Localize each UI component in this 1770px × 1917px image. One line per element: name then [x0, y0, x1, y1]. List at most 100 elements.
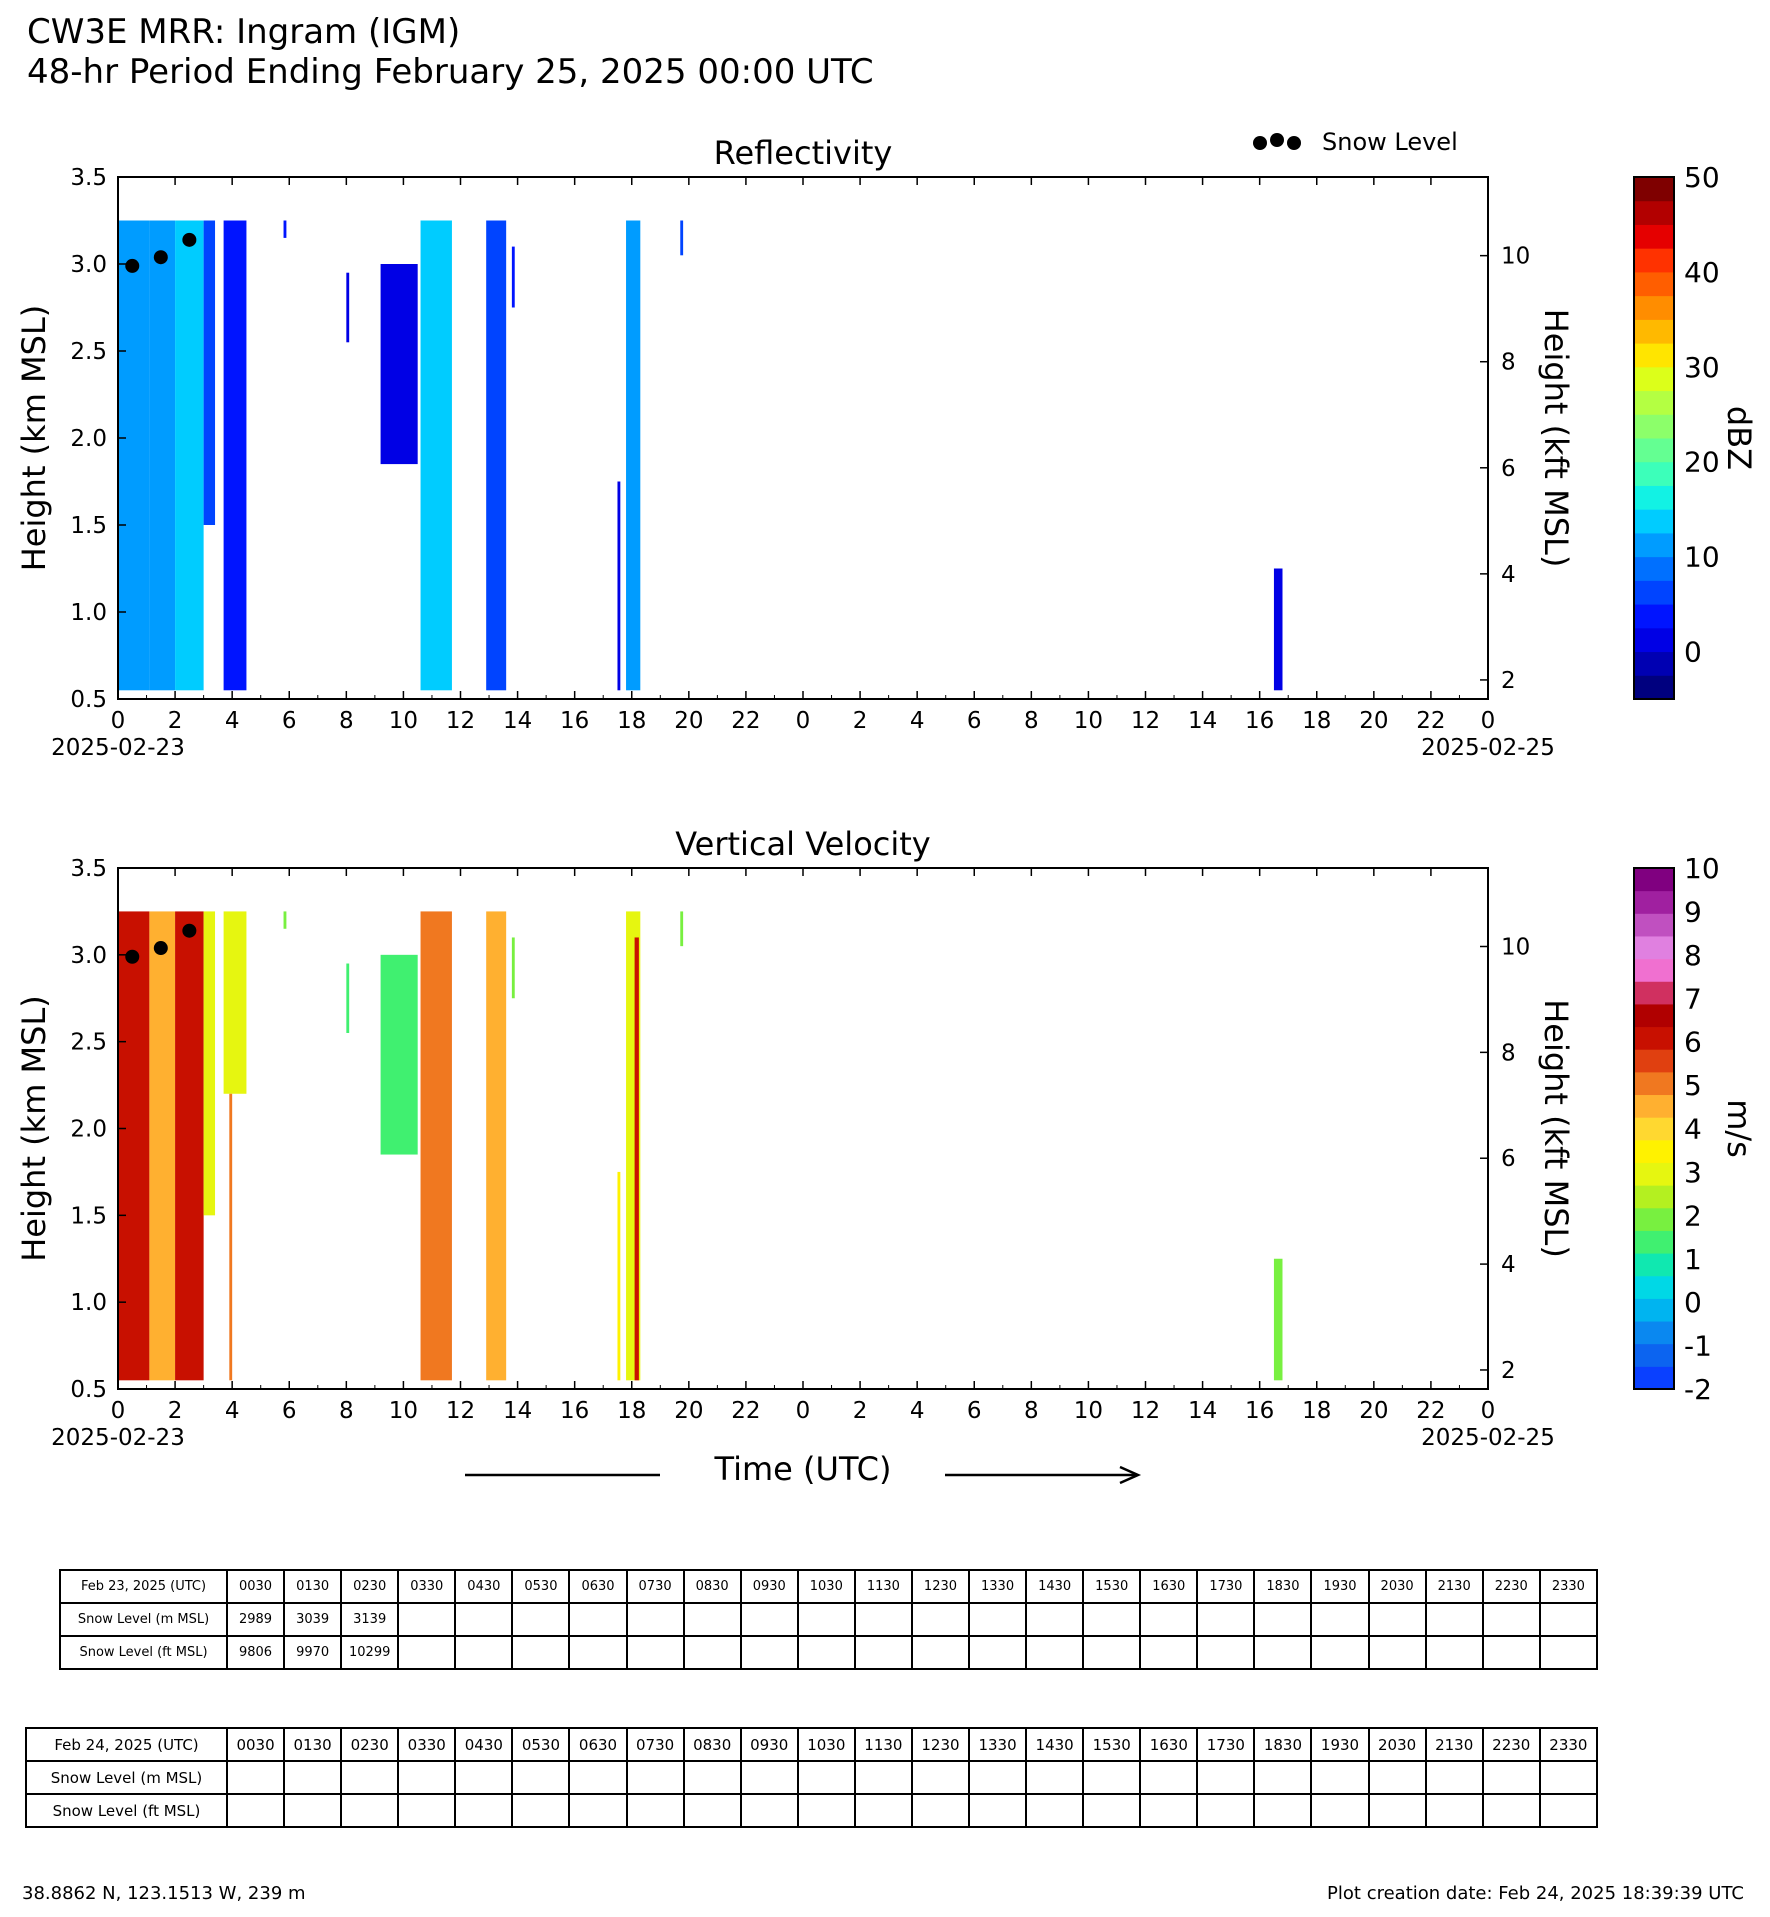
table-cell — [1310, 1635, 1370, 1670]
y-tick-label: 3.5 — [70, 856, 107, 882]
colorbar-frame — [1633, 867, 1675, 1390]
colorbar-segment — [1634, 1003, 1674, 1028]
colorbar-segment — [1634, 271, 1674, 297]
snow-level-table-day2: Feb 24, 2025 (UTC) 0030 0130 0230 0330 0430 05… — [25, 1727, 1599, 1828]
table-cell — [625, 1602, 685, 1637]
echo-column — [617, 1171, 621, 1381]
echo-column — [1273, 568, 1283, 691]
table-cell: 9970 — [283, 1635, 343, 1670]
table-cell: 1730 — [1196, 1727, 1256, 1762]
table-cell: 1530 — [1082, 1569, 1142, 1604]
x-tick-label: 8 — [1024, 1398, 1039, 1424]
table-cell — [454, 1793, 514, 1828]
table-cell — [568, 1635, 628, 1670]
echo-column — [223, 911, 247, 1094]
table-row: Snow Level (m MSL) 2989 3039 3139 — [59, 1602, 1599, 1637]
colorbar-label: dBZ — [1720, 406, 1758, 470]
table-cell — [340, 1793, 400, 1828]
x-tick-label: 20 — [674, 708, 703, 734]
colorbar-segment — [1634, 532, 1674, 558]
snow-level-point — [153, 250, 168, 265]
table-cell — [1310, 1602, 1370, 1637]
table-cell: 1630 — [1139, 1727, 1199, 1762]
table-cell: 0730 — [625, 1569, 685, 1604]
colorbar-segment — [1634, 1071, 1674, 1096]
echo-column — [223, 220, 247, 691]
table-cell — [1310, 1760, 1370, 1795]
table-cell: 9806 — [225, 1635, 286, 1670]
colorbar-tick-label: 1 — [1684, 1243, 1702, 1276]
x-start-date: 2025-02-23 — [51, 1425, 185, 1451]
colorbar-segment — [1634, 1185, 1674, 1209]
colorbar-segment — [1634, 1275, 1674, 1299]
table-cell — [625, 1793, 685, 1828]
colorbar-segment — [1634, 868, 1674, 892]
x-tick-label: 22 — [731, 1398, 760, 1424]
x-tick-label: 16 — [1245, 1398, 1274, 1424]
x-tick-label: 14 — [1188, 1398, 1217, 1424]
snow-level-point — [125, 949, 140, 964]
time-arrow-head — [1119, 1465, 1142, 1485]
colorbar-label: m/s — [1720, 1099, 1758, 1158]
colorbar-segment — [1634, 366, 1674, 392]
table-cell — [853, 1635, 913, 1670]
colorbar-tick-label: 10 — [1684, 852, 1720, 885]
row-label: Snow Level (ft MSL) — [59, 1635, 228, 1670]
table-cell: 0230 — [340, 1569, 400, 1604]
y-tick-label: 1.5 — [70, 1203, 107, 1229]
table-cell — [853, 1602, 913, 1637]
x-tick-label: 2 — [168, 1398, 183, 1424]
echo-column — [283, 911, 287, 929]
echo-column — [680, 220, 684, 256]
colorbar-segment — [1634, 343, 1674, 368]
y2-axis-label: Height (kft MSL) — [1537, 999, 1575, 1258]
table-cell — [225, 1793, 286, 1828]
y-tick-label: 2.5 — [70, 1030, 107, 1056]
colorbar-frame — [1633, 176, 1675, 700]
colorbar-tick-label: 8 — [1684, 939, 1702, 972]
table-cell — [1139, 1635, 1199, 1670]
echo-column — [203, 911, 216, 1216]
colorbar-segment — [1634, 627, 1674, 653]
table-cell: 1230 — [910, 1569, 971, 1604]
colorbar-segment — [1634, 935, 1674, 960]
table-cell — [1481, 1760, 1541, 1795]
echo-column — [617, 481, 621, 691]
colorbar-tick-label: 6 — [1684, 1026, 1702, 1059]
legend-marker — [1287, 136, 1301, 150]
table-cell — [1025, 1760, 1085, 1795]
x-tick-label: 18 — [617, 1398, 646, 1424]
x-start-date: 2025-02-23 — [51, 735, 185, 761]
table-cell — [625, 1635, 685, 1670]
x-tick-label: 20 — [674, 1398, 703, 1424]
y-tick-label: 3.0 — [70, 252, 107, 278]
table-cell: 0030 — [225, 1727, 286, 1762]
colorbar-segment — [1634, 913, 1674, 937]
x-tick-label: 4 — [910, 1398, 925, 1424]
table-cell — [853, 1760, 913, 1795]
table-cell — [283, 1760, 343, 1795]
table-cell — [682, 1635, 742, 1670]
x-tick-label: 4 — [225, 708, 240, 734]
table-cell — [1253, 1635, 1313, 1670]
echo-column — [420, 911, 452, 1381]
table-cell: 1730 — [1196, 1569, 1256, 1604]
table-cell — [1538, 1602, 1599, 1637]
x-tick-label: 20 — [1359, 708, 1388, 734]
table-cell: 0630 — [568, 1569, 628, 1604]
table-cell — [1424, 1635, 1484, 1670]
x-tick-label: 2 — [168, 708, 183, 734]
snow-level-point — [125, 258, 140, 273]
x-tick-label: 8 — [339, 708, 354, 734]
table-cell — [1196, 1793, 1256, 1828]
x-tick-label: 6 — [282, 1398, 297, 1424]
table-cell: 2330 — [1538, 1727, 1599, 1762]
echo-column — [118, 911, 150, 1381]
y2-tick-label: 6 — [1501, 456, 1516, 482]
panel-title: Reflectivity — [714, 134, 893, 172]
x-tick-label: 10 — [389, 708, 418, 734]
x-tick-label: 10 — [389, 1398, 418, 1424]
table-cell: 1530 — [1082, 1727, 1142, 1762]
table-cell — [1424, 1793, 1484, 1828]
